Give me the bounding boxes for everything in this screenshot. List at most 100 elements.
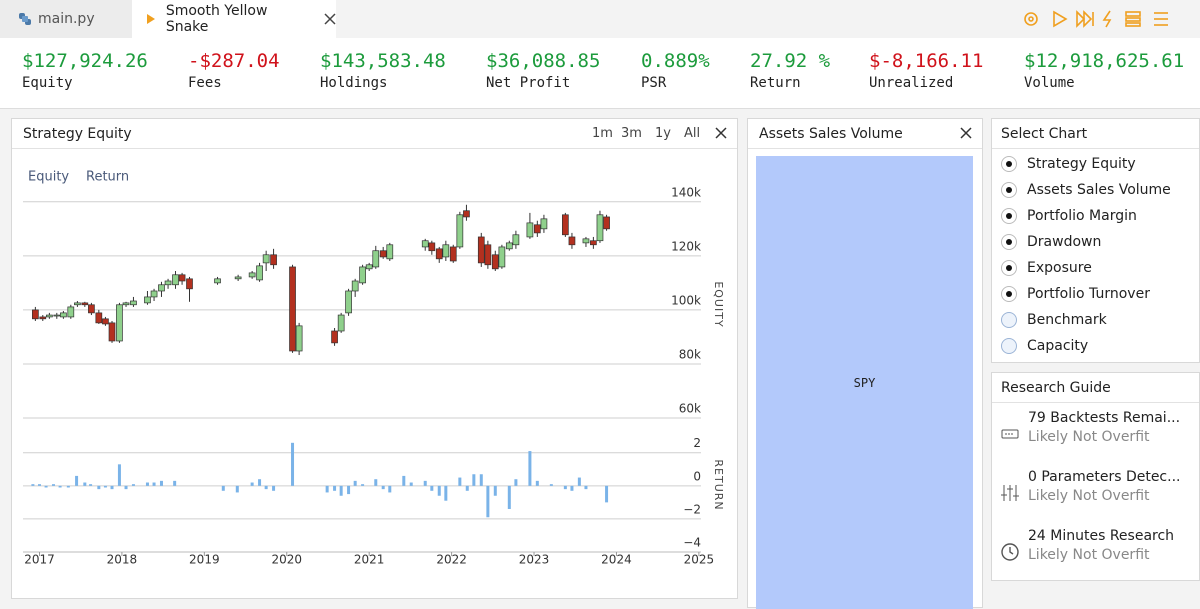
x-tick-label: 2020 (271, 553, 302, 567)
close-icon[interactable] (324, 13, 336, 25)
bar (361, 484, 365, 486)
chart-option[interactable]: Exposure (992, 255, 1199, 281)
equity-panel: Strategy Equity 1m 3m 1y All 60k 80k 100k 120k… (11, 118, 738, 599)
radio[interactable] (1001, 156, 1017, 172)
bar (97, 485, 101, 490)
tab[interactable]: main.py (0, 0, 132, 38)
bar (272, 485, 276, 491)
assets-panel: Assets Sales Volume SPY (747, 118, 983, 609)
candle-body (484, 244, 492, 266)
chart-option[interactable]: Drawdown (992, 229, 1199, 255)
bar (173, 480, 177, 486)
candle-body (164, 280, 172, 286)
radio[interactable] (1001, 208, 1017, 224)
legend-entry[interactable]: Return (86, 170, 129, 185)
stat: $143,583.48 Holdings (320, 50, 446, 91)
stat-label: Net Profit (486, 75, 571, 91)
chart-option[interactable]: Assets Sales Volume (992, 177, 1199, 203)
range-button[interactable]: All (684, 126, 701, 141)
y-tick-label: 0 (693, 469, 701, 483)
x-tick-label: 2023 (519, 553, 550, 567)
radio[interactable] (1001, 338, 1017, 354)
panel-header: Research Guide (992, 373, 1199, 403)
x-tick-label: 2022 (436, 553, 467, 567)
stat-label: Equity (22, 75, 73, 91)
close-icon[interactable] (715, 127, 727, 139)
candle-body (345, 290, 352, 314)
candle-body (568, 236, 576, 246)
tab-active[interactable]: Smooth Yellow Snake (132, 0, 336, 38)
bar (493, 485, 497, 496)
bar (570, 485, 574, 491)
bar (89, 484, 93, 486)
radio[interactable] (1001, 260, 1017, 276)
option-label: Strategy Equity (1027, 156, 1136, 172)
bar (258, 479, 262, 486)
close-icon[interactable] (960, 127, 972, 139)
y-tick-label: 60k (679, 402, 701, 416)
chart-option[interactable]: Portfolio Margin (992, 203, 1199, 229)
bar (430, 485, 434, 491)
chart-option[interactable]: Capacity (992, 333, 1199, 359)
bar (528, 451, 532, 486)
stats-bar: $127,924.26 Equity -$287.04 Fees $143,583.48… (0, 38, 1200, 109)
bar (37, 484, 41, 486)
bar (117, 464, 121, 486)
stat-value: 27.92 % (750, 50, 831, 72)
y-tick-label: 140k (671, 185, 701, 199)
bar (423, 480, 427, 486)
candle-body (295, 325, 303, 352)
guide-icon (1001, 429, 1019, 439)
stat: 0.889% PSR (641, 50, 710, 91)
stat-value: $12,918,625.61 (1024, 50, 1185, 72)
candle-body (81, 302, 89, 306)
y-tick-label: 80k (679, 347, 701, 361)
toolbar-icons[interactable] (1020, 9, 1180, 29)
bar (221, 485, 225, 491)
x-tick-label: 2019 (189, 553, 220, 567)
legend-entry[interactable]: Equity (28, 170, 69, 185)
candle-body (88, 304, 95, 314)
bar (110, 485, 114, 490)
tab-label: Smooth Yellow Snake (165, 3, 268, 35)
radio[interactable] (1001, 182, 1017, 198)
radio[interactable] (1001, 286, 1017, 302)
guide-list: 79 Backtests Remai... Likely Not Overfit 0… (992, 403, 1199, 587)
candle-body (158, 284, 165, 292)
bar (437, 485, 441, 496)
bar (374, 479, 378, 486)
range-button[interactable]: 3m (621, 126, 642, 141)
option-label: Benchmark (1027, 312, 1107, 328)
range-button[interactable]: 1m (592, 126, 613, 141)
stat-value: -$287.04 (188, 50, 280, 72)
radio[interactable] (1001, 312, 1017, 328)
range-button[interactable]: 1y (655, 126, 671, 141)
bar (353, 480, 357, 486)
guide-subtitle: Likely Not Overfit (1028, 547, 1150, 563)
bar (514, 479, 518, 486)
candle-body (248, 272, 256, 278)
bar (347, 485, 351, 495)
option-label: Exposure (1027, 260, 1092, 276)
panel-header: Select Chart (992, 119, 1199, 149)
candle-body (526, 222, 534, 238)
x-tick-label: 2024 (601, 553, 632, 567)
bar (465, 485, 469, 491)
bar (402, 475, 406, 486)
bar (333, 485, 337, 491)
bar (103, 485, 107, 488)
candle-body (46, 314, 53, 318)
radio[interactable] (1001, 234, 1017, 250)
chart-option[interactable]: Strategy Equity (992, 151, 1199, 177)
asset-block[interactable]: SPY (756, 156, 973, 609)
candle-body (386, 244, 394, 260)
candle-body (562, 214, 569, 236)
bar (152, 482, 156, 486)
chart-option[interactable]: Benchmark (992, 307, 1199, 333)
x-tick-label: 2025 (684, 553, 715, 567)
chart-option[interactable]: Portfolio Turnover (992, 281, 1199, 307)
candle-body (67, 306, 75, 318)
candle-body (463, 210, 470, 218)
candle-body (172, 274, 179, 286)
